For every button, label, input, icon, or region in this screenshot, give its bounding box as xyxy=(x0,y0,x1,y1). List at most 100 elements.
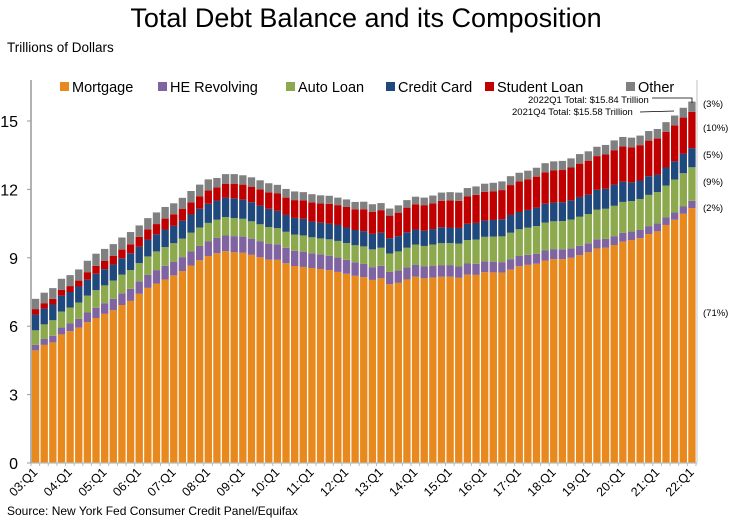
bar-segment-auto-loan xyxy=(334,240,342,258)
bar-segment-he-revolving xyxy=(627,231,636,241)
bar-segment-mortgage xyxy=(239,252,247,463)
bar-segment-auto-loan xyxy=(688,167,696,201)
bar-stack xyxy=(368,204,377,463)
bar-segment-other xyxy=(126,232,135,245)
bar-segment-he-revolving xyxy=(230,236,238,253)
bar-segment-auto-loan xyxy=(463,240,472,264)
bar-segment-other xyxy=(472,186,480,195)
bar-segment-other xyxy=(653,128,662,139)
x-tick-label: 13:Q1 xyxy=(352,465,386,499)
bar-segment-other xyxy=(550,161,558,171)
bar-segment-student-loan xyxy=(575,163,584,197)
bar-stack xyxy=(109,244,117,463)
bar-segment-auto-loan xyxy=(385,253,394,272)
bar-segment-other xyxy=(360,201,368,210)
bar-stack xyxy=(351,201,359,463)
bar-stack xyxy=(299,192,307,463)
bar-segment-mortgage xyxy=(670,219,679,463)
bar-segment-he-revolving xyxy=(299,251,307,267)
bar-stack xyxy=(394,205,402,463)
bar-segment-student-loan xyxy=(429,203,437,230)
bar-segment-mortgage xyxy=(256,257,264,463)
bar-segment-credit-card xyxy=(567,200,575,220)
bar-segment-other xyxy=(610,140,618,151)
bar-segment-mortgage xyxy=(100,313,109,463)
legend-label: Auto Loan xyxy=(298,80,364,96)
bar-segment-auto-loan xyxy=(584,214,592,244)
bar-stack xyxy=(57,278,66,463)
bar-stack xyxy=(420,197,428,463)
bar-segment-other xyxy=(446,192,454,201)
bar-segment-credit-card xyxy=(178,220,187,239)
bar-segment-credit-card xyxy=(230,198,238,219)
bar-segment-credit-card xyxy=(679,153,687,174)
bar-stack xyxy=(455,192,463,463)
source-note: Source: New York Fed Consumer Credit Pan… xyxy=(7,504,298,518)
bar-segment-he-revolving xyxy=(83,312,92,323)
x-tick-label: 22:Q1 xyxy=(663,465,697,499)
bar-segment-auto-loan xyxy=(109,280,117,299)
bar-segment-credit-card xyxy=(524,209,532,228)
bar-stack xyxy=(239,175,247,463)
share-label-he-revolving: (2%) xyxy=(703,203,723,214)
bar-segment-he-revolving xyxy=(489,261,497,273)
bar-segment-other xyxy=(273,184,282,194)
bar-segment-mortgage xyxy=(437,276,446,463)
bar-segment-he-revolving xyxy=(126,288,135,301)
bar-segment-mortgage xyxy=(265,259,273,463)
bar-segment-other xyxy=(152,212,161,225)
bar-segment-he-revolving xyxy=(532,253,541,264)
bar-stack xyxy=(282,188,290,463)
legend: Mortgage HE Revolving Auto Loan Credit Card… xyxy=(60,80,674,96)
bar-segment-auto-loan xyxy=(679,173,687,207)
bar-segment-auto-loan xyxy=(178,238,187,258)
bar-segment-auto-loan xyxy=(636,198,644,230)
bar-stack xyxy=(100,248,109,463)
bar-segment-auto-loan xyxy=(195,227,204,246)
legend-label: HE Revolving xyxy=(170,80,258,96)
bar-segment-he-revolving xyxy=(308,253,316,269)
bar-segment-auto-loan xyxy=(532,226,541,254)
bar-segment-student-loan xyxy=(645,140,653,177)
bar-segment-other xyxy=(247,177,256,187)
bar-segment-mortgage xyxy=(351,275,359,463)
bar-stack xyxy=(498,181,506,463)
bar-segment-credit-card xyxy=(575,196,584,217)
bar-segment-credit-card xyxy=(282,214,290,232)
bar-segment-mortgage xyxy=(645,234,653,463)
bar-segment-student-loan xyxy=(524,179,532,210)
bar-segment-other xyxy=(411,196,420,205)
bar-segment-auto-loan xyxy=(567,219,575,249)
bar-segment-student-loan xyxy=(541,172,549,204)
bar-segment-credit-card xyxy=(204,203,212,223)
bar-segment-he-revolving xyxy=(334,257,342,272)
bar-segment-mortgage xyxy=(420,278,428,463)
bar-segment-mortgage xyxy=(584,252,592,463)
bar-segment-auto-loan xyxy=(221,216,230,236)
bar-segment-student-loan xyxy=(463,196,472,224)
bar-segment-auto-loan xyxy=(360,246,368,264)
legend-label: Mortgage xyxy=(72,80,133,96)
bar-segment-mortgage xyxy=(342,273,351,463)
bar-segment-mortgage xyxy=(627,240,636,463)
bar-segment-other xyxy=(636,135,644,146)
bar-stack xyxy=(601,144,610,463)
bar-segment-mortgage xyxy=(636,238,644,463)
bar-segment-other xyxy=(455,192,463,201)
bar-segment-credit-card xyxy=(144,239,152,257)
bar-segment-other xyxy=(394,205,402,213)
bar-segment-student-loan xyxy=(57,289,66,296)
bar-stack xyxy=(308,194,316,463)
bar-segment-other xyxy=(567,158,575,168)
bar-segment-he-revolving xyxy=(653,223,662,232)
chart-title: Total Debt Balance and its Composition xyxy=(130,3,601,33)
x-tick-label: 06:Q1 xyxy=(110,465,144,499)
bar-segment-student-loan xyxy=(368,211,377,234)
bar-segment-other xyxy=(506,176,515,186)
bar-segment-auto-loan xyxy=(506,232,515,260)
bar-segment-mortgage xyxy=(455,277,463,463)
bar-segment-he-revolving xyxy=(498,262,506,273)
bar-stack xyxy=(83,260,92,463)
bar-segment-student-loan xyxy=(455,200,463,228)
bar-segment-he-revolving xyxy=(610,236,618,246)
